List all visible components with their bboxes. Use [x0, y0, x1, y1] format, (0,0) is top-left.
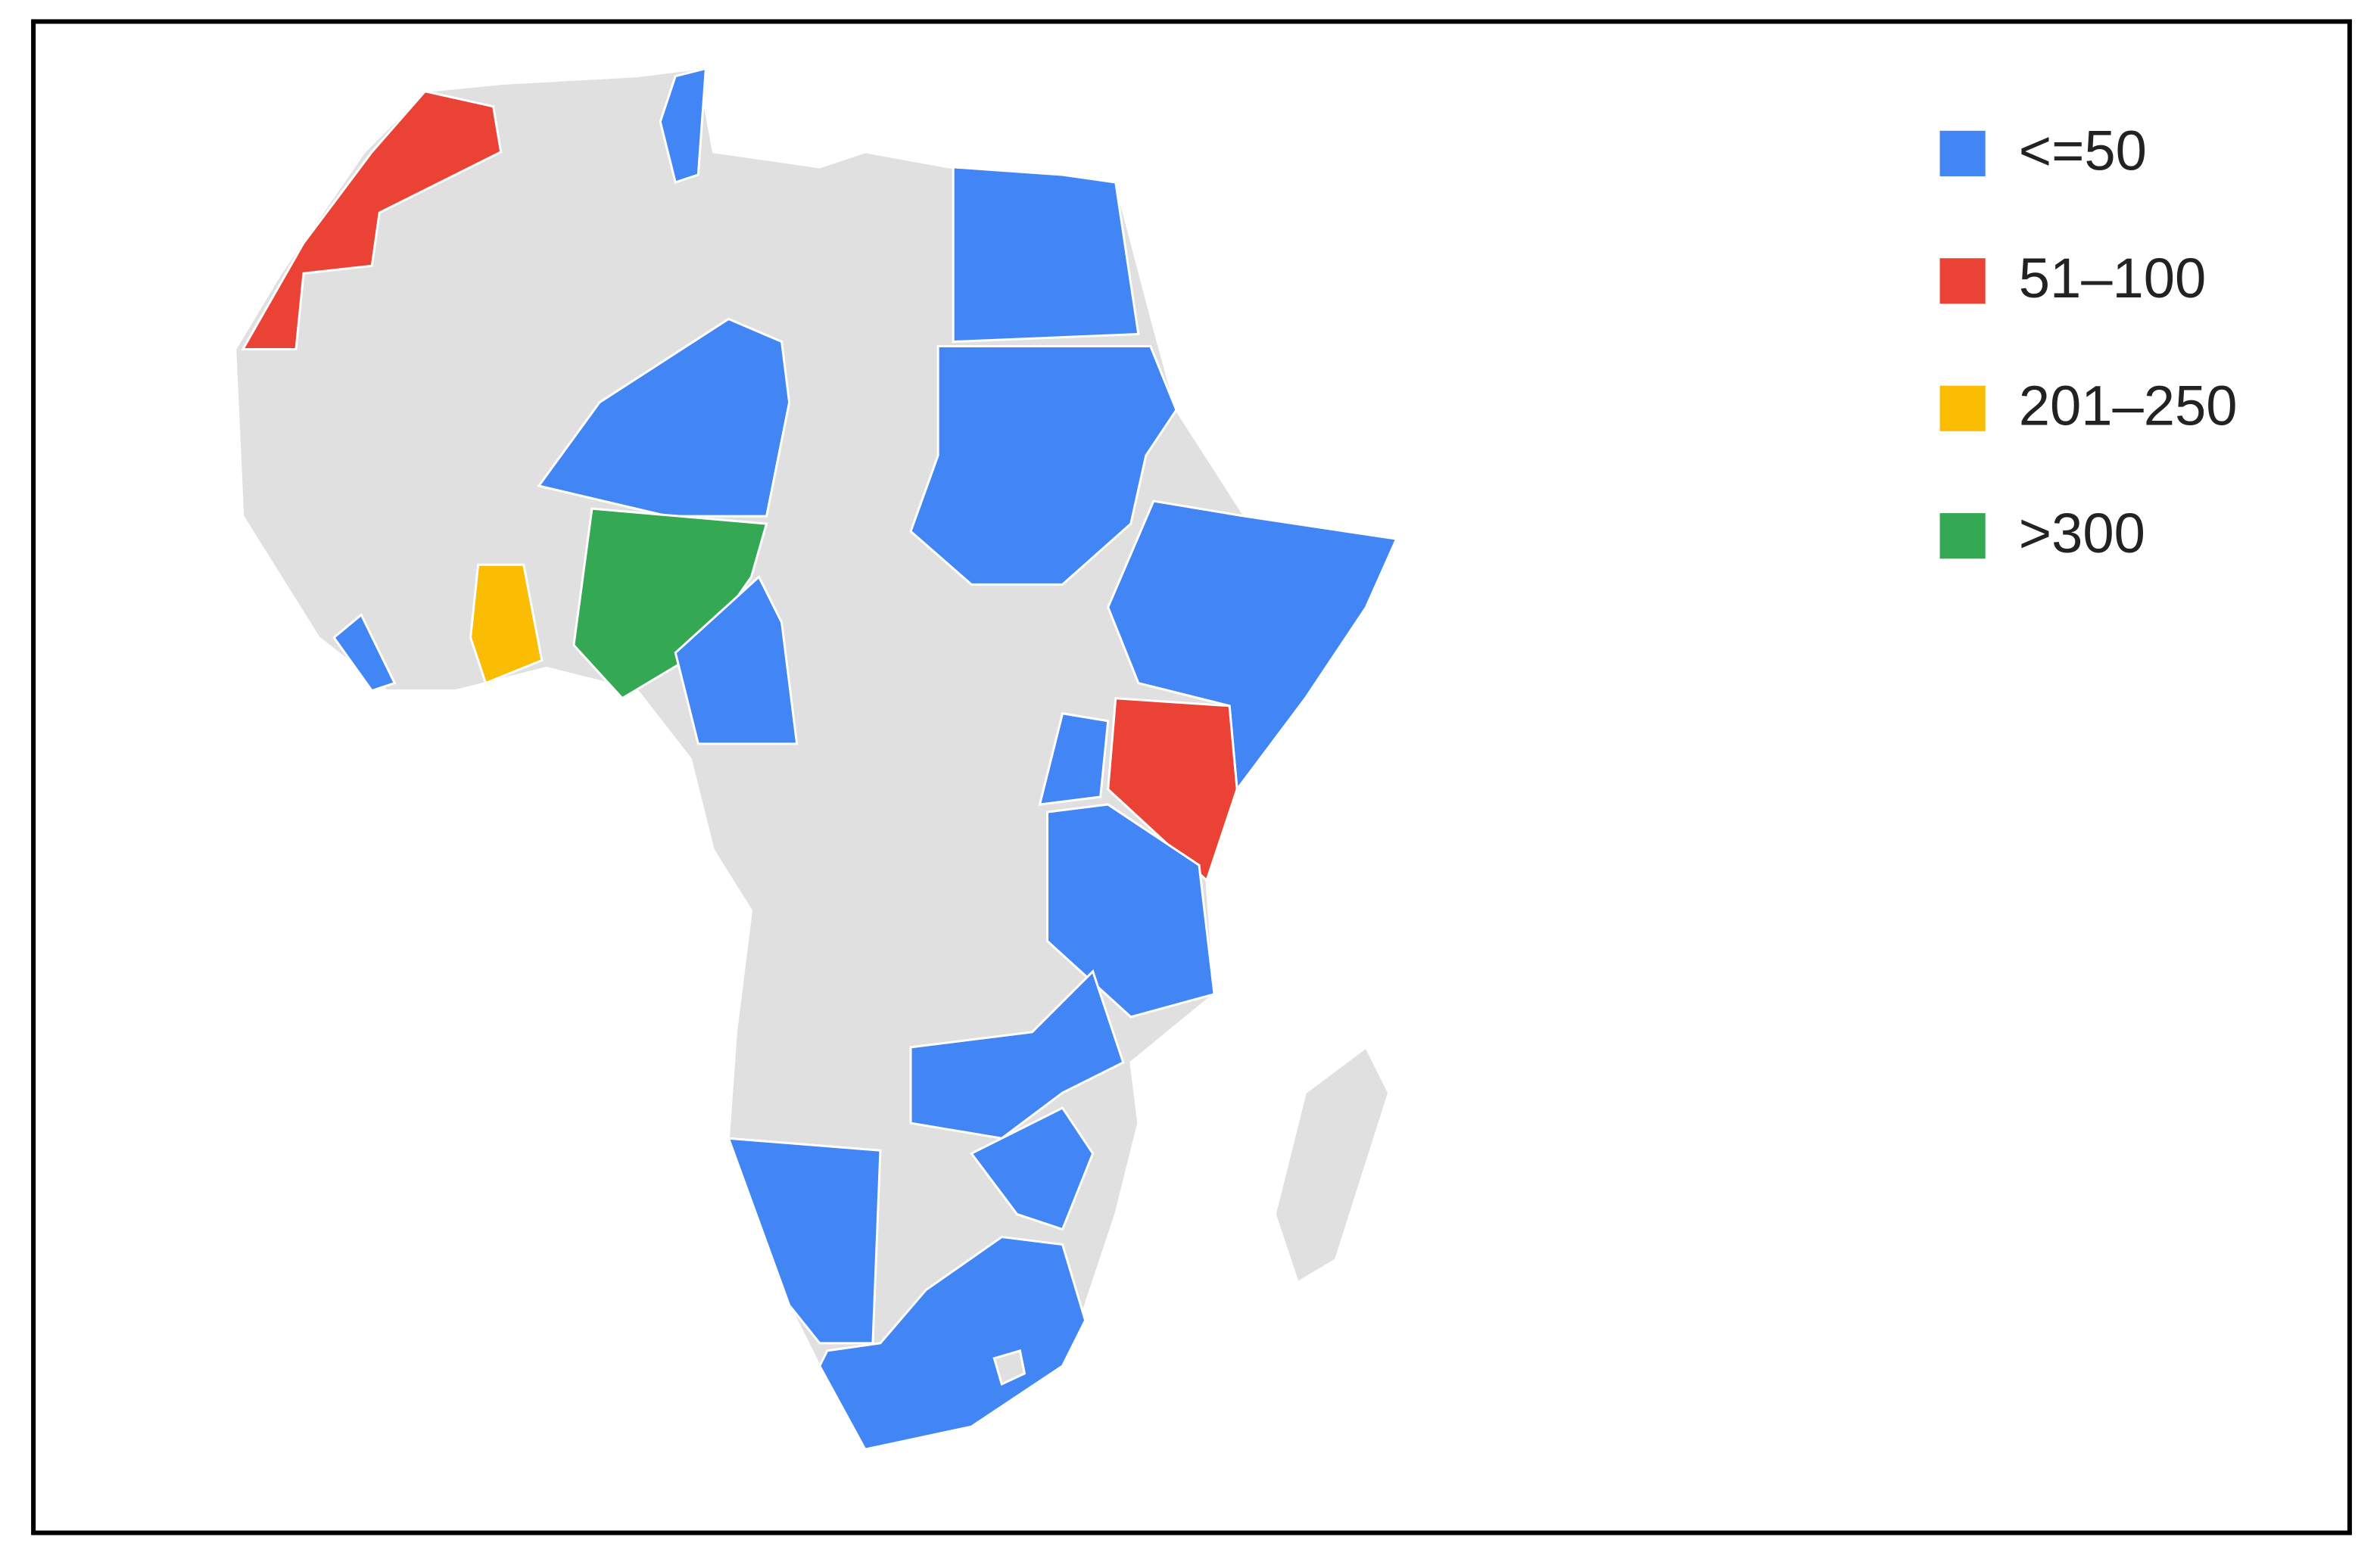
namibia: [727, 1137, 882, 1345]
ethiopia-somalia: [1107, 499, 1398, 793]
lesotho: [992, 1349, 1026, 1386]
africa-map: [234, 67, 1398, 1451]
south-africa: [818, 1235, 1087, 1451]
legend-label: 51–100: [2019, 247, 2207, 310]
sudan: [909, 345, 1178, 586]
legend: <=50 51–100 201–250 >300: [1939, 119, 2238, 565]
legend-swatch: [1939, 258, 1986, 304]
niger: [537, 317, 791, 518]
legend-swatch: [1939, 385, 1986, 431]
madagascar: [1273, 1045, 1391, 1284]
legend-swatch: [1939, 513, 1986, 559]
tunisia: [659, 67, 708, 184]
cameroon: [674, 574, 799, 745]
legend-swatch: [1939, 130, 1986, 176]
uganda: [1038, 712, 1110, 806]
tanzania: [1046, 803, 1216, 1019]
liberia: [332, 613, 397, 692]
morocco: [241, 90, 503, 351]
legend-label: 201–250: [2019, 374, 2238, 437]
legend-label: >300: [2019, 502, 2145, 565]
legend-label: <=50: [2019, 119, 2147, 182]
egypt: [952, 166, 1140, 344]
ghana: [469, 563, 544, 685]
zimbabwe: [969, 1106, 1095, 1231]
kenya: [1107, 697, 1238, 883]
zambia-malawi: [909, 969, 1125, 1140]
